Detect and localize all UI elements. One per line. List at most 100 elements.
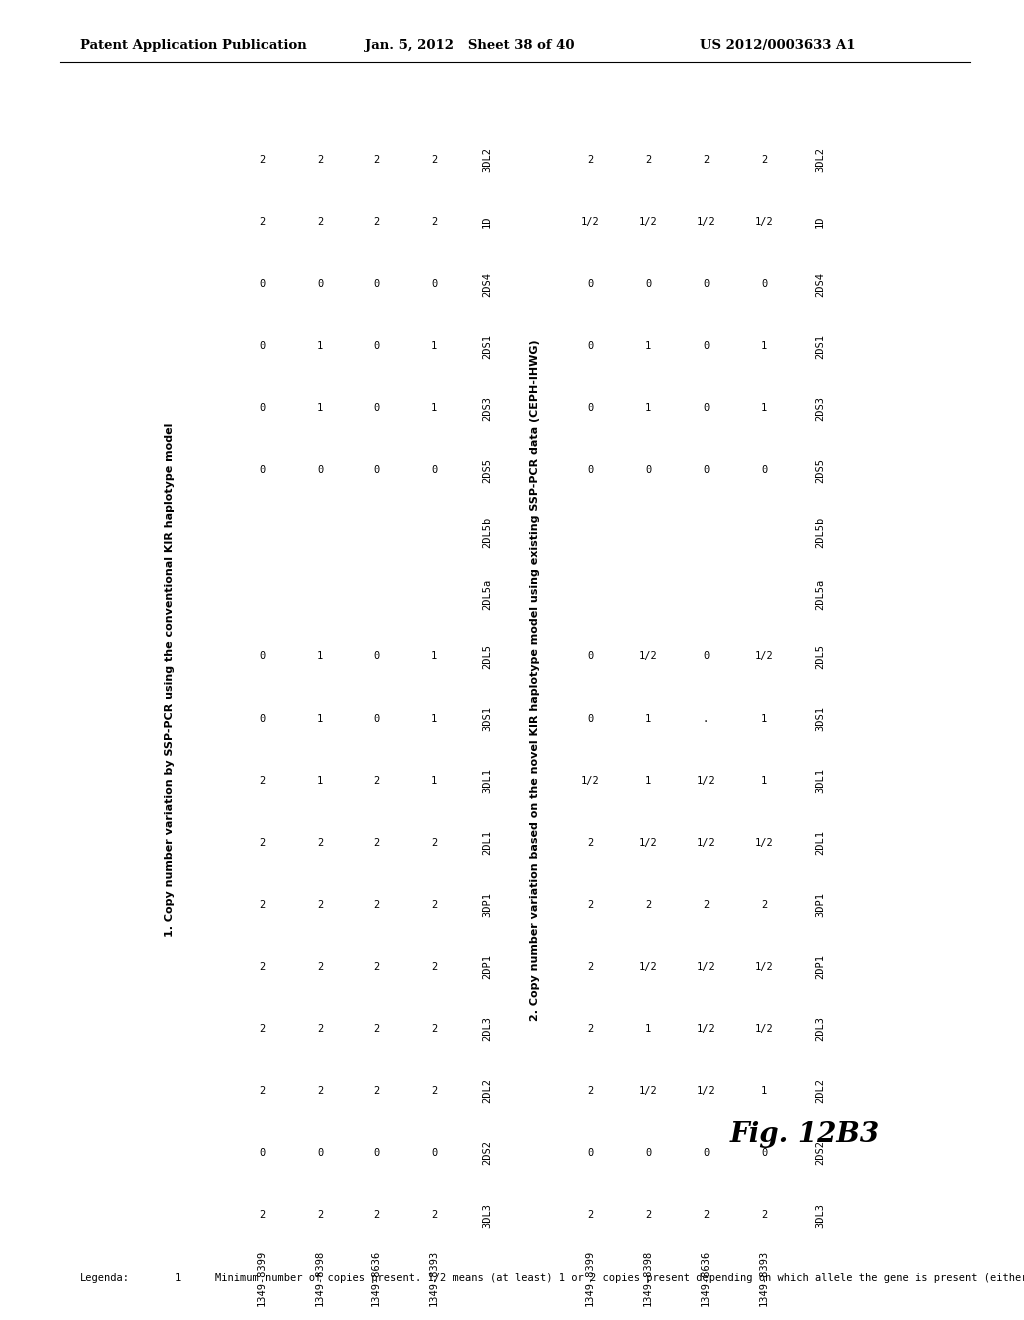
Text: 0: 0: [702, 279, 710, 289]
Text: 2DS3: 2DS3: [815, 396, 825, 421]
Text: 2: 2: [431, 838, 437, 847]
Text: 1/2: 1/2: [696, 216, 716, 227]
Text: 2: 2: [587, 1210, 593, 1220]
Text: 2DL2: 2DL2: [482, 1078, 492, 1104]
Text: 2DS4: 2DS4: [482, 272, 492, 297]
Text: 2: 2: [431, 1210, 437, 1220]
Text: 1/2: 1/2: [696, 1086, 716, 1096]
Text: 2DL3: 2DL3: [482, 1016, 492, 1041]
Text: 0: 0: [373, 714, 379, 723]
Text: 2DL3: 2DL3: [815, 1016, 825, 1041]
Text: 2DS3: 2DS3: [482, 396, 492, 421]
Text: 0: 0: [316, 465, 324, 475]
Text: 1/2: 1/2: [581, 776, 599, 785]
Text: 2: 2: [431, 154, 437, 165]
Text: 2: 2: [373, 900, 379, 909]
Text: 2: 2: [431, 900, 437, 909]
Text: 0: 0: [587, 279, 593, 289]
Text: 2DL5a: 2DL5a: [815, 578, 825, 610]
Text: 3DL2: 3DL2: [815, 148, 825, 173]
Text: 2DL5b: 2DL5b: [482, 516, 492, 548]
Text: 3DL3: 3DL3: [815, 1203, 825, 1228]
Text: 0: 0: [587, 1148, 593, 1158]
Text: 1349-8399: 1349-8399: [585, 1250, 595, 1307]
Text: 1: 1: [316, 714, 324, 723]
Text: 0: 0: [259, 341, 265, 351]
Text: 0: 0: [702, 652, 710, 661]
Text: 2. Copy number variation based on the novel KIR haplotype model using existing S: 2. Copy number variation based on the no…: [530, 339, 540, 1020]
Text: 2: 2: [587, 1086, 593, 1096]
Text: 1: 1: [645, 341, 651, 351]
Text: 2DL5b: 2DL5b: [815, 516, 825, 548]
Text: 0: 0: [259, 1148, 265, 1158]
Text: 2: 2: [587, 962, 593, 972]
Text: 0: 0: [587, 341, 593, 351]
Text: 2: 2: [373, 216, 379, 227]
Text: 2: 2: [259, 962, 265, 972]
Text: 1/2: 1/2: [639, 652, 657, 661]
Text: Patent Application Publication: Patent Application Publication: [80, 38, 307, 51]
Text: 1/2: 1/2: [755, 1024, 773, 1034]
Text: 1/2: 1/2: [639, 838, 657, 847]
Text: 2: 2: [316, 1024, 324, 1034]
Text: 1: 1: [316, 341, 324, 351]
Text: 0: 0: [431, 279, 437, 289]
Text: 0: 0: [373, 341, 379, 351]
Text: 1: 1: [431, 776, 437, 785]
Text: 0: 0: [259, 279, 265, 289]
Text: 2: 2: [316, 1086, 324, 1096]
Text: 0: 0: [373, 465, 379, 475]
Text: 2: 2: [431, 216, 437, 227]
Text: 2DS2: 2DS2: [482, 1140, 492, 1166]
Text: 0: 0: [587, 714, 593, 723]
Text: 1. Copy number variation by SSP-PCR using the conventional KIR haplotype model: 1. Copy number variation by SSP-PCR usin…: [165, 422, 175, 937]
Text: 2DS2: 2DS2: [815, 1140, 825, 1166]
Text: 1/2: 1/2: [755, 838, 773, 847]
Text: 2: 2: [316, 962, 324, 972]
Text: 0: 0: [373, 1148, 379, 1158]
Text: 2: 2: [645, 900, 651, 909]
Text: 1349-8636: 1349-8636: [371, 1250, 381, 1307]
Text: 2DL5: 2DL5: [815, 644, 825, 669]
Text: 2DS1: 2DS1: [482, 334, 492, 359]
Text: Minimum number of copies present. 1/2 means (at least) 1 or 2 copies present dep: Minimum number of copies present. 1/2 me…: [215, 1272, 1024, 1283]
Text: 0: 0: [761, 279, 767, 289]
Text: 2: 2: [373, 838, 379, 847]
Text: 2: 2: [259, 154, 265, 165]
Text: 2: 2: [316, 900, 324, 909]
Text: 2: 2: [316, 1210, 324, 1220]
Text: 1/2: 1/2: [696, 962, 716, 972]
Text: 2: 2: [373, 154, 379, 165]
Text: 1349-8398: 1349-8398: [315, 1250, 325, 1307]
Text: 0: 0: [431, 465, 437, 475]
Text: 0: 0: [259, 403, 265, 413]
Text: 2DL1: 2DL1: [815, 830, 825, 855]
Text: 2DP1: 2DP1: [482, 954, 492, 979]
Text: 2: 2: [587, 900, 593, 909]
Text: 2: 2: [259, 1086, 265, 1096]
Text: 1: 1: [645, 403, 651, 413]
Text: 0: 0: [587, 403, 593, 413]
Text: 1/2: 1/2: [581, 216, 599, 227]
Text: 1/2: 1/2: [639, 1086, 657, 1096]
Text: 2: 2: [259, 1024, 265, 1034]
Text: 3DP1: 3DP1: [815, 892, 825, 917]
Text: 2: 2: [645, 154, 651, 165]
Text: 0: 0: [645, 465, 651, 475]
Text: 3DS1: 3DS1: [815, 706, 825, 731]
Text: 3DL1: 3DL1: [815, 768, 825, 793]
Text: 1: 1: [645, 714, 651, 723]
Text: 2DL5a: 2DL5a: [482, 578, 492, 610]
Text: 2DP1: 2DP1: [815, 954, 825, 979]
Text: 2: 2: [373, 1024, 379, 1034]
Text: 3DL2: 3DL2: [482, 148, 492, 173]
Text: 1: 1: [761, 776, 767, 785]
Text: 1D: 1D: [815, 215, 825, 228]
Text: 2: 2: [259, 1210, 265, 1220]
Text: 3DL3: 3DL3: [482, 1203, 492, 1228]
Text: 3DL1: 3DL1: [482, 768, 492, 793]
Text: 0: 0: [761, 465, 767, 475]
Text: 0: 0: [702, 1148, 710, 1158]
Text: 0: 0: [259, 714, 265, 723]
Text: 2DL1: 2DL1: [482, 830, 492, 855]
